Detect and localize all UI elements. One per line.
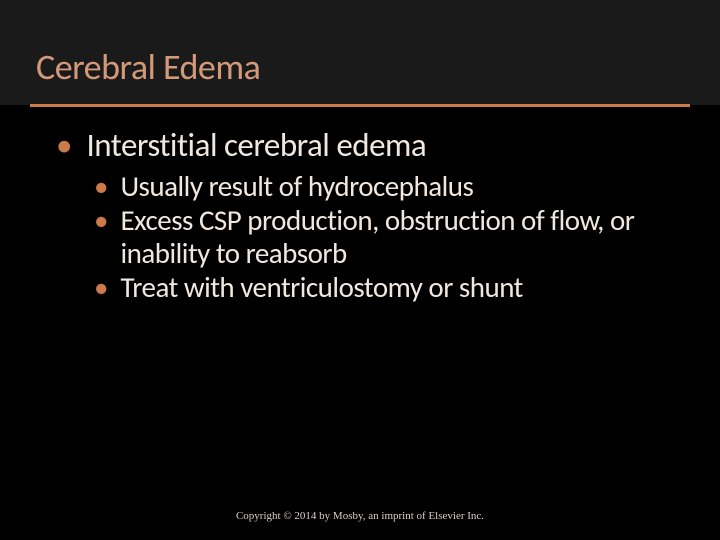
- slide: Cerebral Edema • Interstitial cerebral e…: [0, 0, 720, 540]
- bullet-text: Excess CSP production, obstruction of fl…: [120, 204, 648, 269]
- bullet-level-2: • Excess CSP production, obstruction of …: [94, 204, 648, 269]
- bullet-dot-icon: •: [94, 204, 108, 236]
- bullet-level-2: • Treat with ventriculostomy or shunt: [94, 271, 648, 303]
- bullet-dot-icon: •: [94, 170, 108, 202]
- bullet-dot-icon: •: [56, 127, 72, 163]
- bullet-text: Interstitial cerebral edema: [86, 127, 426, 164]
- bullet-text: Treat with ventriculostomy or shunt: [120, 271, 522, 303]
- copyright-footer: Copyright © 2014 by Mosby, an imprint of…: [0, 510, 720, 522]
- bullet-level-2: • Usually result of hydrocephalus: [94, 170, 648, 202]
- bullet-level-1: • Interstitial cerebral edema: [56, 127, 648, 164]
- bullet-dot-icon: •: [94, 271, 108, 303]
- bullet-text: Usually result of hydrocephalus: [120, 170, 473, 202]
- content-region: • Interstitial cerebral edema • Usually …: [0, 107, 720, 497]
- title-region: Cerebral Edema: [0, 0, 720, 105]
- slide-title: Cerebral Edema: [36, 45, 260, 89]
